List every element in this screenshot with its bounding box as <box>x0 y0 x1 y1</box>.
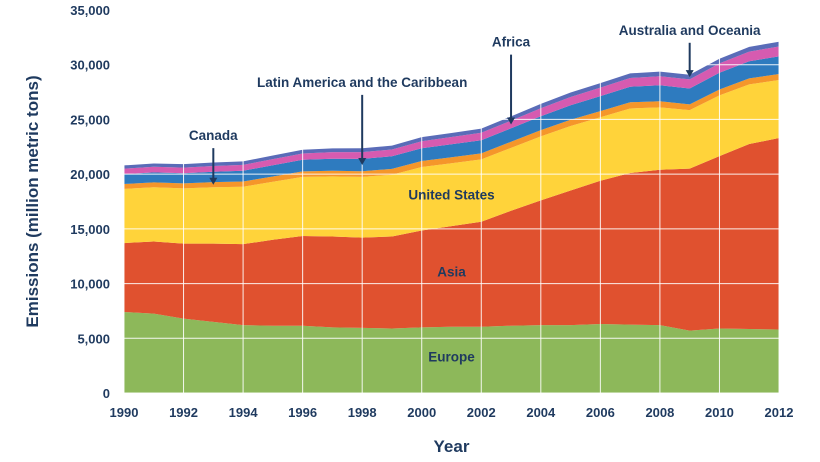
area-europe <box>124 312 779 393</box>
x-axis-title: Year <box>434 437 470 456</box>
y-tick-label: 35,000 <box>70 3 110 18</box>
x-tick-label: 2008 <box>645 405 674 420</box>
area-asia <box>124 138 779 331</box>
y-tick-label: 30,000 <box>70 58 110 73</box>
label-united-states: United States <box>408 188 494 203</box>
annotation-label: Canada <box>189 128 238 143</box>
y-tick-label: 0 <box>103 386 110 401</box>
label-asia: Asia <box>437 264 466 279</box>
annotation-label: Africa <box>492 35 531 50</box>
annotation-australia-and-oceania: Australia and Oceania <box>619 23 761 78</box>
annotation-label: Latin America and the Caribbean <box>257 75 467 90</box>
y-tick-label: 5,000 <box>77 331 110 346</box>
annotations: Canada Latin America and the Caribbean Afr… <box>189 23 761 365</box>
annotation-africa: Africa <box>492 35 531 125</box>
y-tick-label: 20,000 <box>70 167 110 182</box>
x-tick-label: 1992 <box>169 405 198 420</box>
x-tick-label: 2006 <box>586 405 615 420</box>
x-tick-label: 1996 <box>288 405 317 420</box>
annotation-label: Australia and Oceania <box>619 23 761 38</box>
x-tick-label: 2004 <box>526 405 556 420</box>
x-axis-ticks: 1990 1992 1994 1996 1998 2000 2002 2004 2006 2008… <box>110 405 794 420</box>
x-tick-label: 2000 <box>407 405 436 420</box>
x-tick-label: 2002 <box>467 405 496 420</box>
y-axis-title: Emissions (million metric tons) <box>23 75 42 327</box>
label-europe: Europe <box>428 350 475 365</box>
x-tick-label: 2010 <box>705 405 734 420</box>
y-axis-ticks: 0 5,000 10,000 15,000 20,000 25,000 30,000 35,0… <box>70 3 110 401</box>
annotation-canada: Canada <box>189 128 238 185</box>
x-tick-label: 1990 <box>110 405 139 420</box>
area-united-states <box>124 80 779 245</box>
area-layers <box>124 41 779 393</box>
x-tick-label: 1998 <box>348 405 377 420</box>
x-tick-label: 2012 <box>765 405 794 420</box>
y-tick-label: 15,000 <box>70 222 110 237</box>
y-tick-label: 25,000 <box>70 112 110 127</box>
x-tick-label: 1994 <box>229 405 259 420</box>
gridlines <box>123 9 780 394</box>
y-tick-label: 10,000 <box>70 277 110 292</box>
annotation-latin-america-and-the-caribbean: Latin America and the Caribbean <box>257 75 467 166</box>
